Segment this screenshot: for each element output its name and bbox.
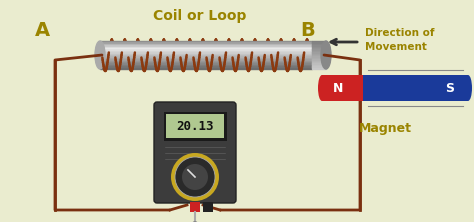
Text: Magnet: Magnet [358, 121, 411, 135]
Ellipse shape [321, 41, 331, 69]
Bar [100, 58, 312, 60]
Bar [312, 50, 326, 51]
Bar [312, 52, 326, 54]
Bar [166, 114, 224, 138]
Bar [312, 42, 326, 44]
Bar [312, 51, 326, 53]
Ellipse shape [318, 75, 326, 101]
Bar [100, 66, 312, 68]
Bar [312, 56, 326, 58]
Bar [100, 68, 312, 69]
Bar [312, 68, 326, 69]
Bar [312, 59, 326, 61]
Bar [312, 47, 326, 48]
Bar [312, 45, 326, 47]
Text: N: N [333, 81, 344, 95]
Bar [190, 202, 200, 212]
Bar [100, 41, 312, 43]
Bar [100, 55, 312, 57]
Bar [312, 44, 326, 46]
Bar [312, 41, 326, 43]
Ellipse shape [464, 75, 472, 101]
Bar [312, 63, 326, 65]
Bar [100, 62, 312, 64]
FancyBboxPatch shape [154, 102, 236, 203]
Bar [100, 59, 312, 61]
Bar [312, 54, 326, 56]
Bar [163, 111, 227, 141]
Bar [312, 58, 326, 60]
Bar [312, 66, 326, 68]
Ellipse shape [95, 41, 105, 69]
Bar [100, 65, 312, 67]
Bar [100, 61, 312, 63]
Bar [100, 48, 312, 50]
Bar [312, 62, 326, 64]
Bar [100, 45, 312, 47]
Bar [203, 202, 213, 212]
Circle shape [171, 153, 219, 201]
Text: Direction of
Movement: Direction of Movement [365, 28, 435, 52]
Bar [312, 48, 326, 50]
Bar [100, 42, 312, 44]
Text: 20.13: 20.13 [176, 119, 214, 133]
Bar [100, 54, 312, 56]
Circle shape [175, 157, 215, 197]
Bar [100, 52, 312, 54]
Bar [100, 44, 312, 46]
Bar [363, 75, 468, 101]
Bar [322, 75, 363, 101]
Circle shape [192, 221, 198, 222]
Bar [100, 56, 312, 58]
Bar [100, 51, 312, 53]
Text: Coil or Loop: Coil or Loop [153, 9, 246, 23]
Text: A: A [35, 20, 50, 40]
Bar [312, 65, 326, 67]
Bar [100, 63, 312, 65]
Bar [100, 50, 312, 51]
Circle shape [182, 164, 208, 190]
Bar [100, 47, 312, 48]
Text: B: B [301, 20, 315, 40]
Bar [312, 55, 326, 57]
Text: S: S [446, 81, 455, 95]
Bar [312, 61, 326, 63]
